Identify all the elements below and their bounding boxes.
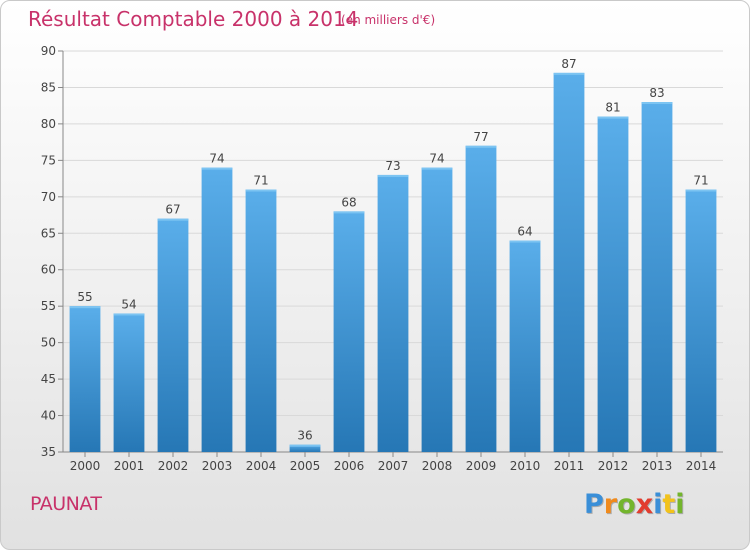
logo-letter: i <box>653 489 663 520</box>
data-label: 73 <box>385 159 400 173</box>
x-tick-label: 2001 <box>114 459 145 473</box>
x-tick-label: 2014 <box>686 459 717 473</box>
data-label: 71 <box>253 174 268 188</box>
logo-letter: P <box>584 489 604 520</box>
bar-highlight <box>641 102 673 105</box>
data-label: 77 <box>473 130 488 144</box>
data-label: 54 <box>121 297 136 311</box>
bar <box>641 102 673 452</box>
proxiti-logo[interactable]: Proxiti <box>584 489 685 520</box>
y-tick-label: 80 <box>41 117 56 131</box>
x-tick-label: 2004 <box>246 459 277 473</box>
logo-letter: r <box>603 489 618 520</box>
logo-letter: x <box>635 489 654 520</box>
data-label: 74 <box>429 152 444 166</box>
bar <box>113 313 145 452</box>
bar <box>597 116 629 453</box>
bar-highlight <box>157 218 189 221</box>
x-tick-label: 2003 <box>202 459 233 473</box>
x-tick-label: 2012 <box>598 459 629 473</box>
bar <box>421 167 453 452</box>
y-tick-label: 45 <box>41 372 56 386</box>
chart-title: Résultat Comptable 2000 à 2014 <box>28 7 359 31</box>
data-label: 83 <box>649 86 664 100</box>
y-tick-label: 85 <box>41 80 56 94</box>
bar <box>157 218 189 452</box>
data-label: 81 <box>605 101 620 115</box>
data-label: 87 <box>561 57 576 71</box>
commune-name: PAUNAT <box>30 493 102 515</box>
y-tick-label: 70 <box>41 190 56 204</box>
data-label: 36 <box>297 429 312 443</box>
chart-subtitle: (en milliers d'€) <box>341 13 436 27</box>
bar-highlight <box>465 145 497 148</box>
bar <box>201 167 233 452</box>
bar <box>245 189 277 452</box>
data-label: 55 <box>77 290 92 304</box>
bar <box>465 145 497 453</box>
data-label: 71 <box>693 174 708 188</box>
x-tick-label: 2000 <box>70 459 101 473</box>
x-tick-label: 2008 <box>422 459 453 473</box>
bar-highlight <box>685 189 717 192</box>
logo-letter: i <box>675 489 685 520</box>
bar-highlight <box>69 306 101 309</box>
y-tick-label: 60 <box>41 263 56 277</box>
y-tick-label: 90 <box>41 44 56 58</box>
data-label: 67 <box>165 203 180 217</box>
x-tick-label: 2009 <box>466 459 497 473</box>
bar-highlight <box>113 313 145 316</box>
bar-highlight <box>201 167 233 170</box>
x-tick-label: 2006 <box>334 459 365 473</box>
x-tick-label: 2013 <box>642 459 673 473</box>
bar <box>509 240 541 452</box>
data-label: 74 <box>209 152 224 166</box>
bar-highlight <box>553 72 585 75</box>
y-tick-label: 35 <box>41 445 56 459</box>
data-label: 64 <box>517 225 532 239</box>
bar <box>553 72 585 452</box>
data-label: 68 <box>341 195 356 209</box>
x-tick-label: 2010 <box>510 459 541 473</box>
bar <box>289 444 321 452</box>
x-tick-label: 2002 <box>158 459 189 473</box>
logo-letter: o <box>617 489 636 520</box>
bar-highlight <box>509 240 541 243</box>
y-tick-label: 55 <box>41 299 56 313</box>
bar-highlight <box>245 189 277 192</box>
bar-highlight <box>377 174 409 177</box>
bar-highlight <box>421 167 453 170</box>
x-tick-label: 2011 <box>554 459 585 473</box>
x-tick-label: 2005 <box>290 459 321 473</box>
y-tick-label: 65 <box>41 226 56 240</box>
x-tick-label: 2007 <box>378 459 409 473</box>
bar <box>377 174 409 453</box>
y-tick-label: 50 <box>41 336 56 350</box>
y-tick-label: 75 <box>41 153 56 167</box>
bar <box>69 306 101 452</box>
bar <box>685 189 717 452</box>
bar <box>333 211 365 452</box>
bar-highlight <box>333 211 365 214</box>
y-tick-label: 40 <box>41 409 56 423</box>
bar-highlight <box>289 444 321 447</box>
logo-letter: t <box>662 489 676 520</box>
bar-highlight <box>597 116 629 119</box>
